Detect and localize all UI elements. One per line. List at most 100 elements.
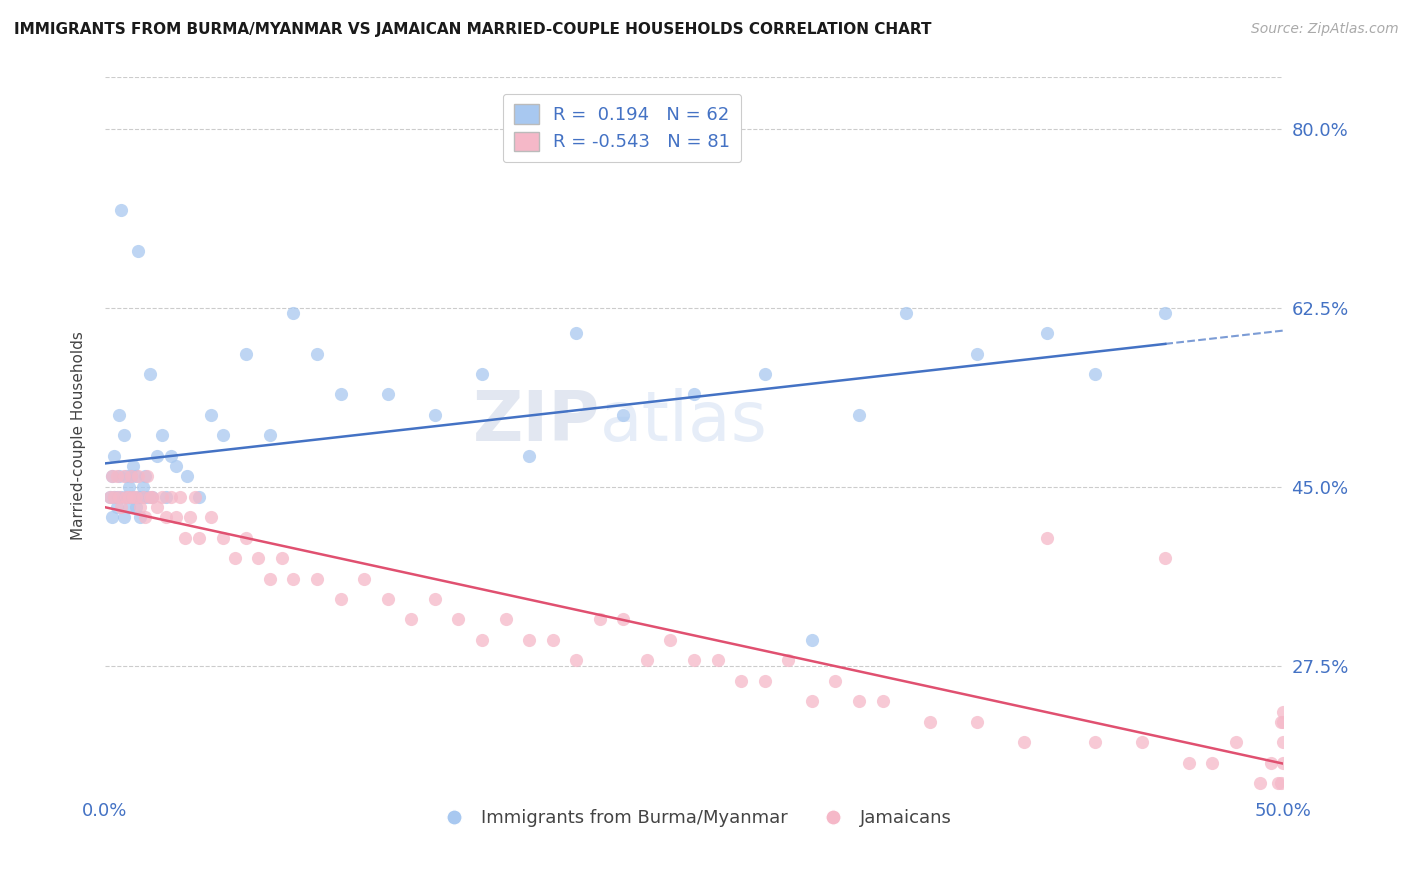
Point	[377, 387, 399, 401]
Point	[565, 326, 588, 340]
Point	[329, 592, 352, 607]
Point	[105, 500, 128, 514]
Point	[423, 408, 446, 422]
Point	[101, 469, 124, 483]
Point	[127, 490, 149, 504]
Point	[636, 653, 658, 667]
Point	[146, 500, 169, 514]
Point	[110, 490, 132, 504]
Point	[115, 469, 138, 483]
Point	[305, 346, 328, 360]
Point	[848, 408, 870, 422]
Point	[160, 449, 183, 463]
Point	[706, 653, 728, 667]
Point	[1154, 306, 1177, 320]
Point	[565, 653, 588, 667]
Point	[1270, 714, 1292, 729]
Point	[283, 572, 305, 586]
Point	[495, 612, 517, 626]
Point	[112, 428, 135, 442]
Point	[127, 469, 149, 483]
Point	[112, 469, 135, 483]
Point	[120, 469, 142, 483]
Point	[966, 346, 988, 360]
Point	[124, 469, 146, 483]
Point	[730, 673, 752, 688]
Point	[1201, 756, 1223, 770]
Point	[259, 572, 281, 586]
Point	[824, 673, 846, 688]
Point	[235, 346, 257, 360]
Point	[754, 673, 776, 688]
Point	[150, 428, 173, 442]
Text: IMMIGRANTS FROM BURMA/MYANMAR VS JAMAICAN MARRIED-COUPLE HOUSEHOLDS CORRELATION : IMMIGRANTS FROM BURMA/MYANMAR VS JAMAICA…	[14, 22, 932, 37]
Point	[200, 510, 222, 524]
Point	[131, 490, 153, 504]
Point	[1178, 756, 1201, 770]
Point	[131, 490, 153, 504]
Point	[155, 510, 177, 524]
Point	[129, 500, 152, 514]
Point	[1225, 735, 1247, 749]
Point	[329, 387, 352, 401]
Point	[612, 612, 634, 626]
Point	[122, 490, 145, 504]
Point	[103, 490, 125, 504]
Legend: Immigrants from Burma/Myanmar, Jamaicans: Immigrants from Burma/Myanmar, Jamaicans	[429, 802, 959, 834]
Point	[176, 469, 198, 483]
Point	[110, 203, 132, 218]
Point	[517, 449, 540, 463]
Point	[124, 500, 146, 514]
Point	[224, 551, 246, 566]
Point	[848, 694, 870, 708]
Point	[377, 592, 399, 607]
Point	[517, 632, 540, 647]
Point	[966, 714, 988, 729]
Point	[683, 387, 706, 401]
Point	[471, 632, 494, 647]
Point	[120, 469, 142, 483]
Point	[179, 510, 201, 524]
Point	[1249, 776, 1271, 790]
Point	[139, 367, 162, 381]
Point	[115, 490, 138, 504]
Point	[131, 479, 153, 493]
Y-axis label: Married-couple Households: Married-couple Households	[72, 331, 86, 540]
Point	[122, 459, 145, 474]
Point	[112, 510, 135, 524]
Point	[1272, 735, 1295, 749]
Text: ZIP: ZIP	[472, 388, 600, 455]
Point	[589, 612, 612, 626]
Point	[247, 551, 270, 566]
Point	[117, 490, 139, 504]
Point	[778, 653, 800, 667]
Point	[98, 490, 121, 504]
Point	[134, 510, 156, 524]
Point	[918, 714, 941, 729]
Point	[1154, 551, 1177, 566]
Point	[1036, 531, 1059, 545]
Point	[103, 449, 125, 463]
Point	[122, 490, 145, 504]
Point	[872, 694, 894, 708]
Point	[165, 459, 187, 474]
Point	[754, 367, 776, 381]
Point	[120, 490, 142, 504]
Point	[110, 500, 132, 514]
Point	[108, 469, 131, 483]
Text: atlas: atlas	[600, 388, 768, 455]
Point	[105, 469, 128, 483]
Point	[134, 469, 156, 483]
Point	[101, 510, 124, 524]
Point	[165, 510, 187, 524]
Point	[141, 490, 163, 504]
Point	[115, 490, 138, 504]
Point	[1084, 367, 1107, 381]
Point	[169, 490, 191, 504]
Point	[1270, 776, 1292, 790]
Point	[155, 490, 177, 504]
Point	[800, 694, 823, 708]
Point	[127, 244, 149, 259]
Point	[283, 306, 305, 320]
Point	[1130, 735, 1153, 749]
